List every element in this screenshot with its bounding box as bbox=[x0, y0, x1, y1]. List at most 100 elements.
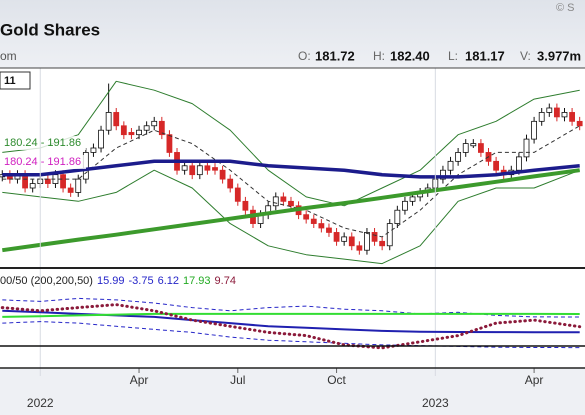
series-line bbox=[0, 303, 582, 350]
candle-body bbox=[447, 160, 454, 171]
candle-body bbox=[151, 120, 158, 127]
copyright: © S bbox=[556, 2, 575, 14]
candle-body bbox=[364, 232, 370, 251]
symbol: 11 bbox=[4, 75, 16, 87]
quote-value: 181.17 bbox=[465, 48, 505, 63]
candle-body bbox=[227, 178, 234, 189]
candle-body bbox=[341, 236, 348, 242]
candle-body bbox=[280, 196, 287, 202]
candle-body bbox=[493, 160, 500, 171]
series-line bbox=[2, 159, 580, 179]
candle-body bbox=[98, 129, 104, 149]
x-tick-label: Apr bbox=[130, 373, 149, 387]
candle-body bbox=[561, 112, 568, 118]
candle-body bbox=[90, 147, 97, 153]
candle-body bbox=[371, 232, 378, 242]
quote-label: L: bbox=[448, 49, 458, 63]
candle-body bbox=[166, 134, 173, 153]
plot: 180.24 - 191.86 180.24 - 191.86 2022 2023 Ap… bbox=[0, 68, 583, 410]
symbol-box bbox=[0, 71, 31, 90]
x-tick-label: Apr bbox=[525, 373, 544, 387]
legend-label: 9.74 bbox=[215, 275, 236, 287]
candle-body bbox=[386, 223, 393, 247]
quote-label: O: bbox=[298, 49, 311, 63]
quote-label: V: bbox=[520, 49, 531, 63]
candle-body bbox=[303, 214, 310, 220]
candle-body bbox=[60, 174, 66, 189]
year-tick-label: 2023 bbox=[422, 396, 449, 410]
legend-label: 00/50 (200,200,50) bbox=[0, 275, 93, 287]
candle-body bbox=[394, 209, 401, 224]
axis-bg bbox=[0, 368, 585, 415]
candle-body bbox=[462, 143, 469, 153]
candle-body bbox=[234, 187, 241, 202]
candle-body bbox=[189, 165, 196, 176]
series-line bbox=[2, 312, 580, 318]
series-line bbox=[2, 125, 580, 238]
legend-label: 180.24 - 191.86 bbox=[4, 137, 81, 149]
candle-body bbox=[44, 178, 51, 184]
candle-body bbox=[470, 143, 477, 147]
series-line bbox=[2, 80, 580, 207]
candle-body bbox=[105, 112, 112, 131]
legend-label: 6.12 bbox=[158, 275, 179, 287]
candle-body bbox=[128, 132, 135, 136]
candle-body bbox=[310, 218, 317, 224]
candle-body bbox=[29, 183, 36, 189]
subtitle: om bbox=[0, 49, 17, 63]
candle-body bbox=[326, 227, 332, 233]
candle-body bbox=[158, 120, 165, 136]
legend-label: 15.99 bbox=[97, 275, 125, 287]
year-tick-label: 2022 bbox=[27, 396, 54, 410]
candle-body bbox=[478, 143, 484, 153]
candle-body bbox=[219, 169, 226, 180]
quote-label: H: bbox=[373, 49, 385, 63]
candle-body bbox=[379, 240, 386, 247]
candle-body bbox=[531, 120, 537, 140]
quote-value: 181.72 bbox=[315, 48, 355, 63]
legend-bg bbox=[0, 155, 86, 169]
quote-value: 182.40 bbox=[390, 48, 430, 63]
candle-body bbox=[455, 152, 462, 162]
candle-body bbox=[348, 236, 355, 247]
legend-label: 180.24 - 191.86 bbox=[4, 156, 81, 168]
quote-value: 3.977m bbox=[537, 48, 581, 63]
candle-body bbox=[356, 245, 363, 251]
legend-label: 17.93 bbox=[183, 275, 211, 287]
candle-body bbox=[22, 174, 28, 189]
legend-title: 00/50 (200,200,50) 15.99 -3.75 6.12 17.93 9.7… bbox=[0, 275, 236, 287]
series-line bbox=[2, 169, 580, 265]
quote: O: 181.72 H: 182.40 L: 181.17 V: 3.977m bbox=[298, 48, 581, 63]
x-tick-label: Oct bbox=[327, 373, 346, 387]
candle-body bbox=[204, 165, 211, 171]
series-line bbox=[2, 168, 580, 253]
candle-body bbox=[576, 120, 583, 127]
candle-body bbox=[242, 200, 249, 211]
candle-body bbox=[136, 129, 142, 136]
candle-body bbox=[402, 200, 408, 211]
candle-body bbox=[120, 125, 127, 136]
candle-body bbox=[440, 169, 446, 180]
x-tick-label: Jul bbox=[230, 373, 245, 387]
candle-body bbox=[409, 196, 416, 202]
candle-body bbox=[196, 165, 203, 176]
candle-body bbox=[569, 112, 575, 122]
candle-body bbox=[272, 196, 279, 207]
candle-body bbox=[113, 112, 120, 127]
legend-label: -3.75 bbox=[129, 275, 154, 287]
candle-body bbox=[333, 232, 340, 242]
candle-body bbox=[516, 156, 522, 171]
candle-body bbox=[538, 112, 545, 122]
candle-body bbox=[553, 107, 560, 118]
candle-body bbox=[143, 125, 150, 131]
candle-body bbox=[523, 138, 530, 158]
candle-body bbox=[318, 223, 325, 229]
plot-bg bbox=[0, 68, 585, 368]
candle-body bbox=[75, 178, 82, 193]
candle-body bbox=[546, 107, 553, 113]
chart-title: Gold Shares bbox=[0, 20, 100, 39]
candle-body bbox=[181, 165, 188, 171]
legend-bg bbox=[0, 136, 86, 150]
header-bg bbox=[0, 0, 585, 68]
